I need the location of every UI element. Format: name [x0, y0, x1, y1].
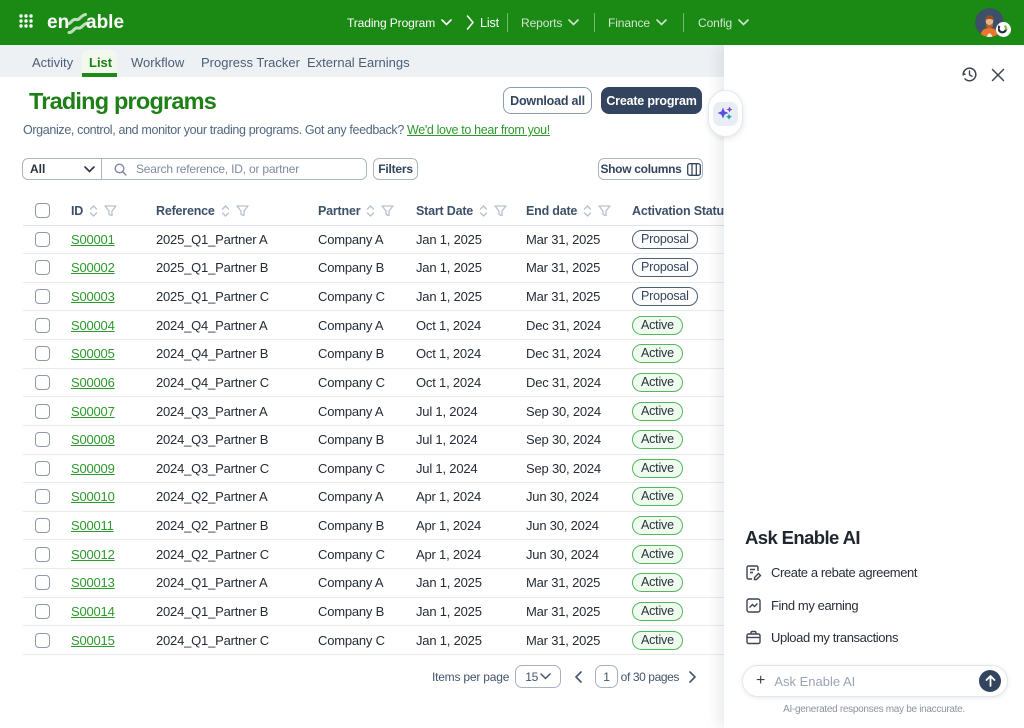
svg-text:able: able — [86, 12, 124, 33]
svg-text:en: en — [47, 12, 69, 33]
